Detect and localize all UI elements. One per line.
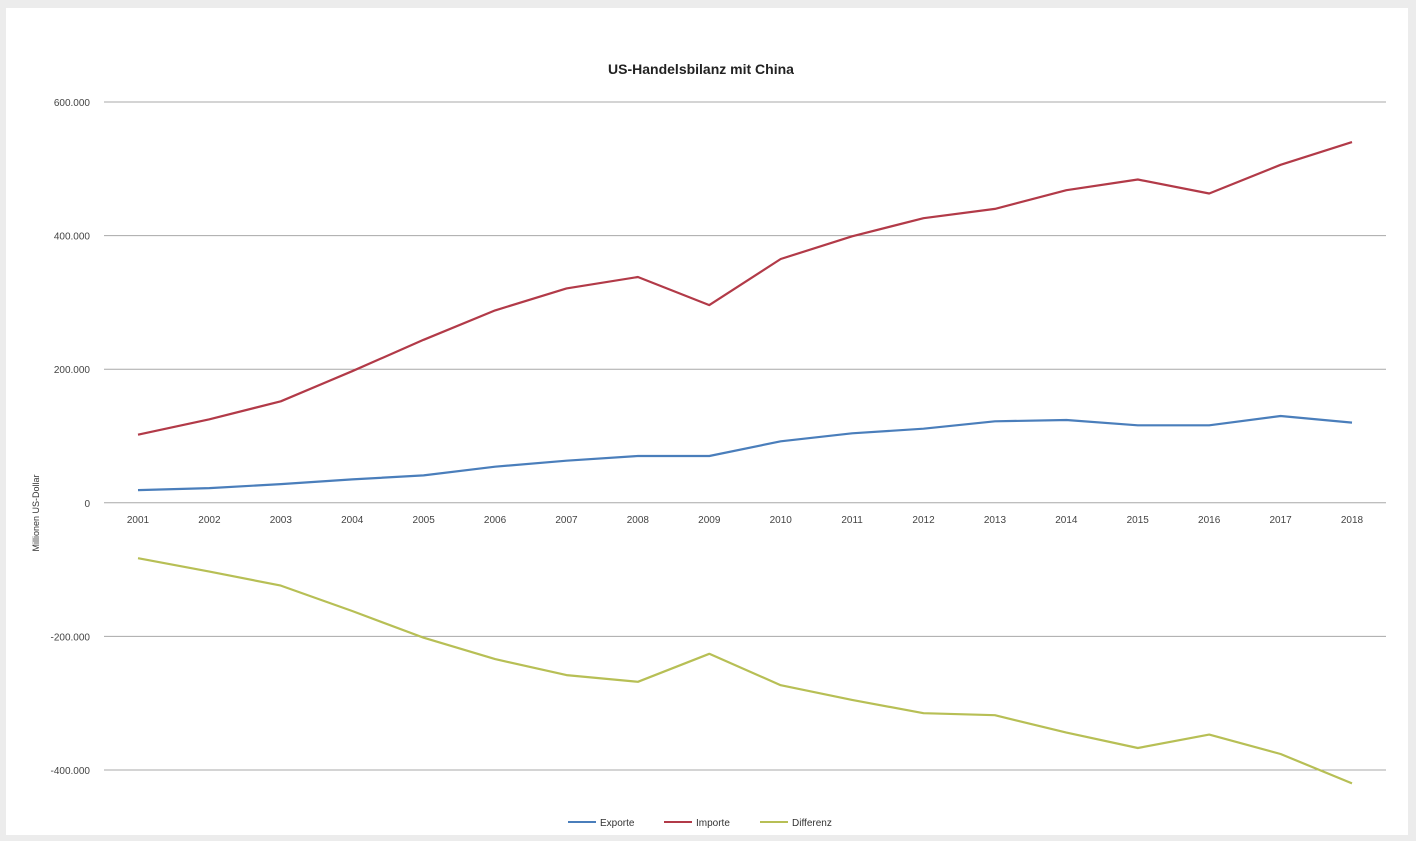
y-tick-label: 600.000 — [54, 98, 91, 109]
x-tick-label: 2008 — [627, 515, 650, 526]
x-tick-label: 2011 — [841, 515, 863, 526]
x-tick-label: 2006 — [484, 515, 507, 526]
legend: Exporte Importe Differenz — [568, 818, 832, 829]
x-tick-label: 2015 — [1127, 515, 1150, 526]
chart-card: US-Handelsbilanz mit China Millionen US-… — [6, 8, 1408, 835]
y-tick-labels: -400.000 -200.000 0 200.000 400.000 600.000 — [51, 98, 91, 777]
x-tick-label: 2005 — [413, 515, 436, 526]
x-tick-label: 2009 — [698, 515, 721, 526]
x-tick-label: 2017 — [1269, 515, 1292, 526]
series-line-differenz — [137, 557, 1353, 785]
x-tick-label: 2001 — [127, 515, 150, 526]
series-lines — [137, 141, 1353, 785]
x-tick-label: 2018 — [1341, 515, 1364, 526]
x-tick-labels: 2001 2002 2003 2004 2005 2006 2007 2008 2009 2010… — [127, 515, 1364, 526]
chart-title: US-Handelsbilanz mit China — [608, 61, 794, 77]
series-line-exporte — [137, 414, 1353, 492]
legend-label: Differenz — [792, 818, 832, 829]
legend-label: Importe — [696, 818, 730, 829]
gridlines — [104, 101, 1386, 771]
series-line-importe — [137, 141, 1353, 436]
x-tick-label: 2013 — [984, 515, 1007, 526]
x-tick-label: 2016 — [1198, 515, 1221, 526]
legend-label: Exporte — [600, 818, 635, 829]
y-tick-label: -400.000 — [51, 766, 91, 777]
x-tick-label: 2004 — [341, 515, 364, 526]
x-tick-label: 2012 — [912, 515, 935, 526]
y-tick-label: 0 — [84, 499, 90, 510]
x-tick-label: 2003 — [270, 515, 293, 526]
x-tick-label: 2010 — [770, 515, 793, 526]
x-tick-label: 2002 — [198, 515, 221, 526]
x-tick-label: 2014 — [1055, 515, 1078, 526]
y-axis-label: Millionen US-Dollar — [31, 474, 41, 551]
x-tick-label: 2007 — [555, 515, 578, 526]
y-tick-label: 400.000 — [54, 232, 91, 243]
line-chart: US-Handelsbilanz mit China Millionen US-… — [31, 61, 1386, 829]
y-tick-label: 200.000 — [54, 365, 91, 376]
y-tick-label: -200.000 — [51, 632, 91, 643]
